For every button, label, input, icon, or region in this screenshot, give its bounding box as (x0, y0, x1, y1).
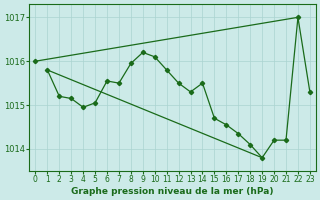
X-axis label: Graphe pression niveau de la mer (hPa): Graphe pression niveau de la mer (hPa) (71, 187, 274, 196)
